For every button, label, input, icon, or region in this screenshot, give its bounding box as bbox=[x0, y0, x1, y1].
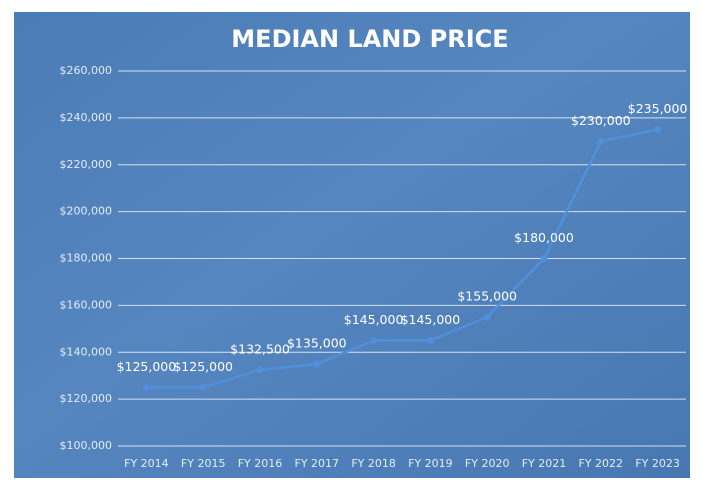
point bbox=[541, 255, 548, 262]
data-label: $230,000 bbox=[571, 113, 631, 128]
point bbox=[654, 126, 661, 133]
data-label: $235,000 bbox=[628, 101, 688, 116]
point bbox=[313, 360, 320, 367]
point bbox=[427, 337, 434, 344]
point bbox=[484, 314, 491, 321]
point bbox=[597, 138, 604, 145]
point bbox=[200, 384, 207, 391]
point bbox=[370, 337, 377, 344]
x-tick-label: FY 2023 bbox=[635, 457, 680, 470]
y-tick-label: $220,000 bbox=[60, 158, 113, 171]
x-tick-label: FY 2016 bbox=[238, 457, 283, 470]
chart-title: MEDIAN LAND PRICE bbox=[231, 25, 508, 53]
y-tick-label: $100,000 bbox=[60, 439, 113, 452]
chart: MEDIAN LAND PRICE $100,000 $120,000 $140,0… bbox=[0, 0, 702, 489]
point bbox=[257, 366, 264, 373]
data-label: $125,000 bbox=[173, 359, 233, 374]
y-tick-label: $240,000 bbox=[60, 111, 113, 124]
x-tick-label: FY 2021 bbox=[522, 457, 567, 470]
page: {"chart_data": { "type": "line", "title"… bbox=[0, 0, 702, 489]
x-tick-label: FY 2020 bbox=[465, 457, 510, 470]
data-label: $145,000 bbox=[401, 312, 461, 327]
x-tick-label: FY 2019 bbox=[408, 457, 453, 470]
point bbox=[143, 384, 150, 391]
data-label: $125,000 bbox=[117, 359, 177, 374]
background bbox=[14, 12, 690, 478]
y-tick-label: $180,000 bbox=[60, 252, 113, 265]
y-tick-label: $260,000 bbox=[60, 64, 113, 77]
x-tick-label: FY 2014 bbox=[124, 457, 169, 470]
data-label: $180,000 bbox=[514, 230, 574, 245]
x-tick-label: FY 2018 bbox=[351, 457, 396, 470]
data-label: $135,000 bbox=[287, 335, 347, 350]
y-tick-label: $120,000 bbox=[60, 392, 113, 405]
data-label: $132,500 bbox=[230, 341, 290, 356]
y-tick-label: $200,000 bbox=[60, 205, 113, 218]
x-tick-label: FY 2017 bbox=[295, 457, 340, 470]
y-tick-label: $160,000 bbox=[60, 298, 113, 311]
y-tick-label: $140,000 bbox=[60, 345, 113, 358]
x-tick-label: FY 2015 bbox=[181, 457, 226, 470]
data-label: $155,000 bbox=[457, 289, 517, 304]
data-label: $145,000 bbox=[344, 312, 404, 327]
x-tick-label: FY 2022 bbox=[579, 457, 624, 470]
